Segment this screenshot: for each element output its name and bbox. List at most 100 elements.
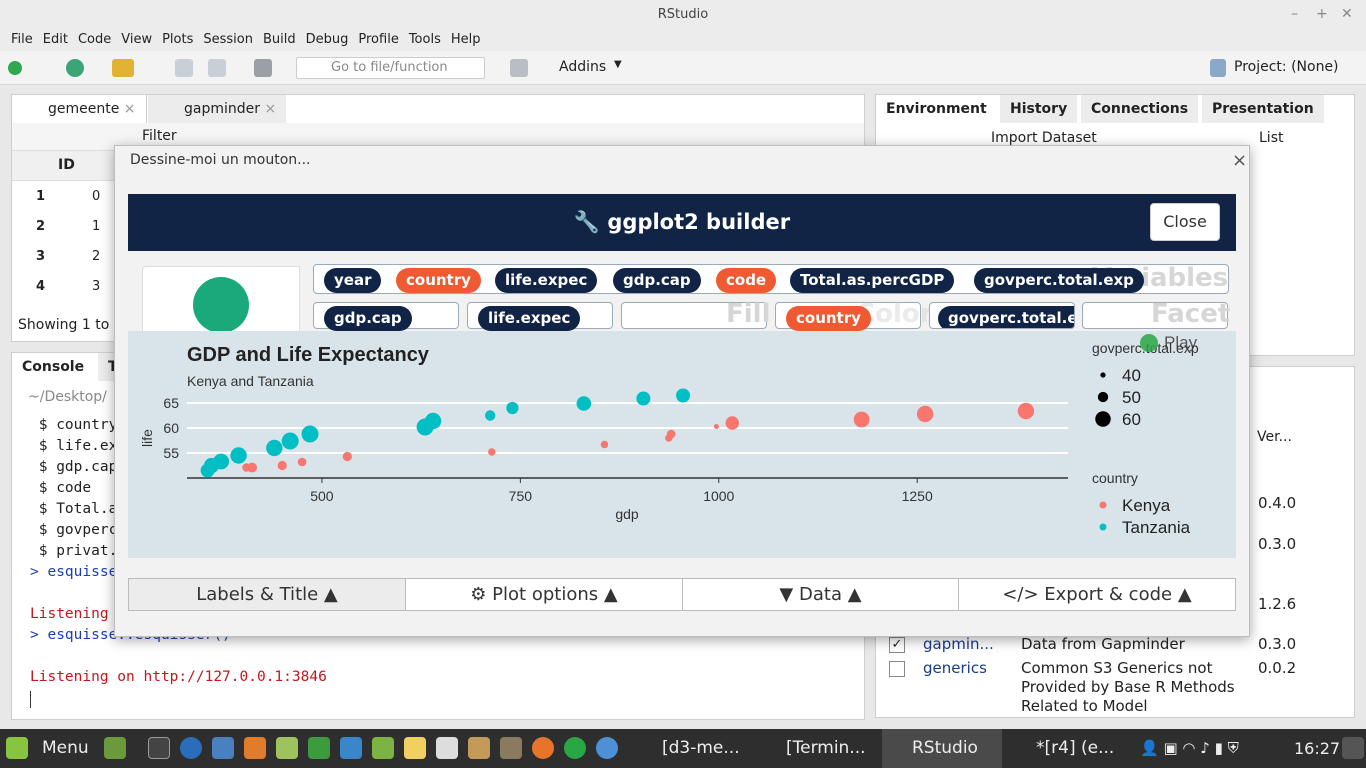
app-icon[interactable]: [244, 737, 266, 759]
files-icon[interactable]: [276, 737, 298, 759]
tab-gapminder[interactable]: gapminder ×: [148, 95, 287, 123]
plot-options-button[interactable]: ⚙ Plot options ▲: [405, 578, 683, 611]
tab-history[interactable]: History: [1000, 95, 1078, 123]
import-dataset-button[interactable]: Import Dataset: [991, 130, 1097, 146]
tab-console[interactable]: Console: [12, 353, 95, 381]
chart-title: GDP and Life Expectancy: [187, 344, 430, 366]
size-legend-key: [1100, 372, 1106, 378]
variables-zone[interactable]: Variables year country life.expec gdp.ca…: [313, 263, 1229, 294]
color-pill[interactable]: country: [786, 306, 871, 331]
firefox-icon[interactable]: [532, 737, 554, 759]
grid-layout-icon[interactable]: [510, 59, 528, 77]
id-column-header[interactable]: ID: [58, 157, 75, 173]
taskbar-window-terminal[interactable]: [Termin...: [786, 738, 866, 758]
fill-zone[interactable]: Fill: [621, 299, 771, 329]
x-tick-label: 500: [310, 488, 334, 504]
save-icon[interactable]: [175, 59, 193, 77]
menu-profile[interactable]: Profile: [358, 32, 399, 47]
variable-pill[interactable]: code: [716, 268, 777, 293]
menu-code[interactable]: Code: [77, 32, 112, 47]
app-icon[interactable]: [468, 737, 490, 759]
close-button[interactable]: Close: [1150, 203, 1220, 241]
tab-environment[interactable]: Environment: [876, 95, 997, 123]
color-zone[interactable]: Color country: [775, 299, 933, 331]
x-pill[interactable]: gdp.cap: [324, 306, 412, 331]
minimize-icon[interactable]: –: [1291, 6, 1298, 22]
taskbar-window-d3[interactable]: [d3-me...: [662, 738, 740, 758]
labels-title-button[interactable]: Labels & Title ▲: [128, 578, 406, 611]
menu-file[interactable]: File: [11, 32, 33, 47]
play-button[interactable]: Play: [1140, 333, 1198, 352]
app-icon[interactable]: [436, 737, 458, 759]
tab-connections[interactable]: Connections: [1081, 95, 1199, 123]
open-folder-icon[interactable]: [112, 59, 134, 77]
variable-pill[interactable]: govperc.total.exp: [974, 268, 1144, 293]
new-file-icon[interactable]: [8, 61, 22, 75]
menu-tools[interactable]: Tools: [408, 32, 441, 47]
size-pill[interactable]: govperc.total.exp: [938, 306, 1074, 328]
taskbar-window-rstudio[interactable]: RStudio: [882, 729, 1002, 768]
package-checkbox[interactable]: ✓: [889, 637, 905, 653]
r-icon[interactable]: [180, 737, 202, 759]
taskbar-window-r4[interactable]: *[r4] (e...: [1036, 738, 1115, 758]
mint-menu-icon[interactable]: [6, 737, 28, 759]
tab-gemeente[interactable]: gemeente ×: [12, 95, 147, 123]
app-icon[interactable]: [564, 737, 586, 759]
package-name-link[interactable]: generics: [923, 659, 987, 677]
y-axis-label: life: [139, 429, 155, 447]
data-point-kenya: [725, 416, 739, 430]
play-icon[interactable]: [1140, 334, 1158, 352]
menu-view[interactable]: View: [121, 32, 153, 47]
dialog-close-icon[interactable]: ×: [1232, 150, 1248, 171]
goto-file-input[interactable]: Go to file/function: [296, 57, 485, 79]
x-zone[interactable]: gdp.cap: [313, 302, 459, 331]
notes-icon[interactable]: [404, 737, 426, 759]
data-button[interactable]: ▼ Data ▲: [682, 578, 959, 611]
variable-pill[interactable]: Total.as.percGDP: [790, 268, 955, 293]
menu-debug[interactable]: Debug: [305, 32, 349, 47]
menu-plots[interactable]: Plots: [162, 32, 194, 47]
y-zone[interactable]: life.expec: [467, 302, 613, 331]
notifications-icon[interactable]: [1342, 737, 1364, 759]
spreadsheet-icon[interactable]: [308, 737, 330, 759]
variable-pill[interactable]: country: [396, 268, 481, 293]
package-checkbox[interactable]: [889, 661, 905, 677]
facet-zone[interactable]: Facet: [1082, 299, 1230, 329]
app-icon[interactable]: [372, 737, 394, 759]
app-icon[interactable]: [340, 737, 362, 759]
addins-menu[interactable]: Addins: [559, 59, 607, 75]
project-menu[interactable]: Project: (None): [1234, 59, 1339, 75]
variable-pill[interactable]: year: [324, 268, 382, 293]
variable-pill[interactable]: life.expec: [495, 268, 598, 293]
show-desktop-icon[interactable]: [104, 737, 126, 759]
variable-pill[interactable]: gdp.cap: [613, 268, 701, 293]
play-label[interactable]: Play: [1164, 333, 1198, 352]
save-all-icon[interactable]: [208, 59, 226, 77]
new-project-icon[interactable]: [66, 59, 84, 77]
y-pill[interactable]: life.expec: [478, 306, 581, 331]
package-name-link[interactable]: gapmin...: [923, 635, 994, 653]
gimp-icon[interactable]: [500, 737, 522, 759]
menu-edit[interactable]: Edit: [42, 32, 68, 47]
app-icon[interactable]: [212, 737, 234, 759]
menu-session[interactable]: Session: [203, 32, 253, 47]
chromium-icon[interactable]: [596, 737, 618, 759]
menu-build[interactable]: Build: [262, 32, 296, 47]
table-cell: 2: [92, 249, 101, 264]
clock[interactable]: 16:27: [1294, 739, 1341, 758]
maximize-icon[interactable]: +: [1316, 6, 1328, 22]
row-number: 1: [36, 189, 46, 204]
terminal-icon[interactable]: [148, 737, 170, 759]
menu-help[interactable]: Help: [450, 32, 481, 47]
print-icon[interactable]: [254, 59, 272, 77]
console-cursor[interactable]: [30, 691, 31, 708]
close-window-icon[interactable]: ✕: [1341, 6, 1353, 22]
export-code-button[interactable]: </> Export & code ▲: [958, 578, 1236, 611]
menu-button[interactable]: Menu: [42, 738, 89, 758]
tray-icons[interactable]: 👤 ▣ ◠ ♪ ▮ ⛨: [1140, 739, 1239, 757]
size-zone[interactable]: govperc.total.exp: [929, 302, 1075, 329]
filter-button[interactable]: Filter: [142, 128, 177, 144]
tab-presentation[interactable]: Presentation: [1202, 95, 1324, 123]
chevron-down-icon[interactable]: ▼: [614, 59, 622, 70]
list-view-toggle[interactable]: List: [1259, 130, 1284, 146]
